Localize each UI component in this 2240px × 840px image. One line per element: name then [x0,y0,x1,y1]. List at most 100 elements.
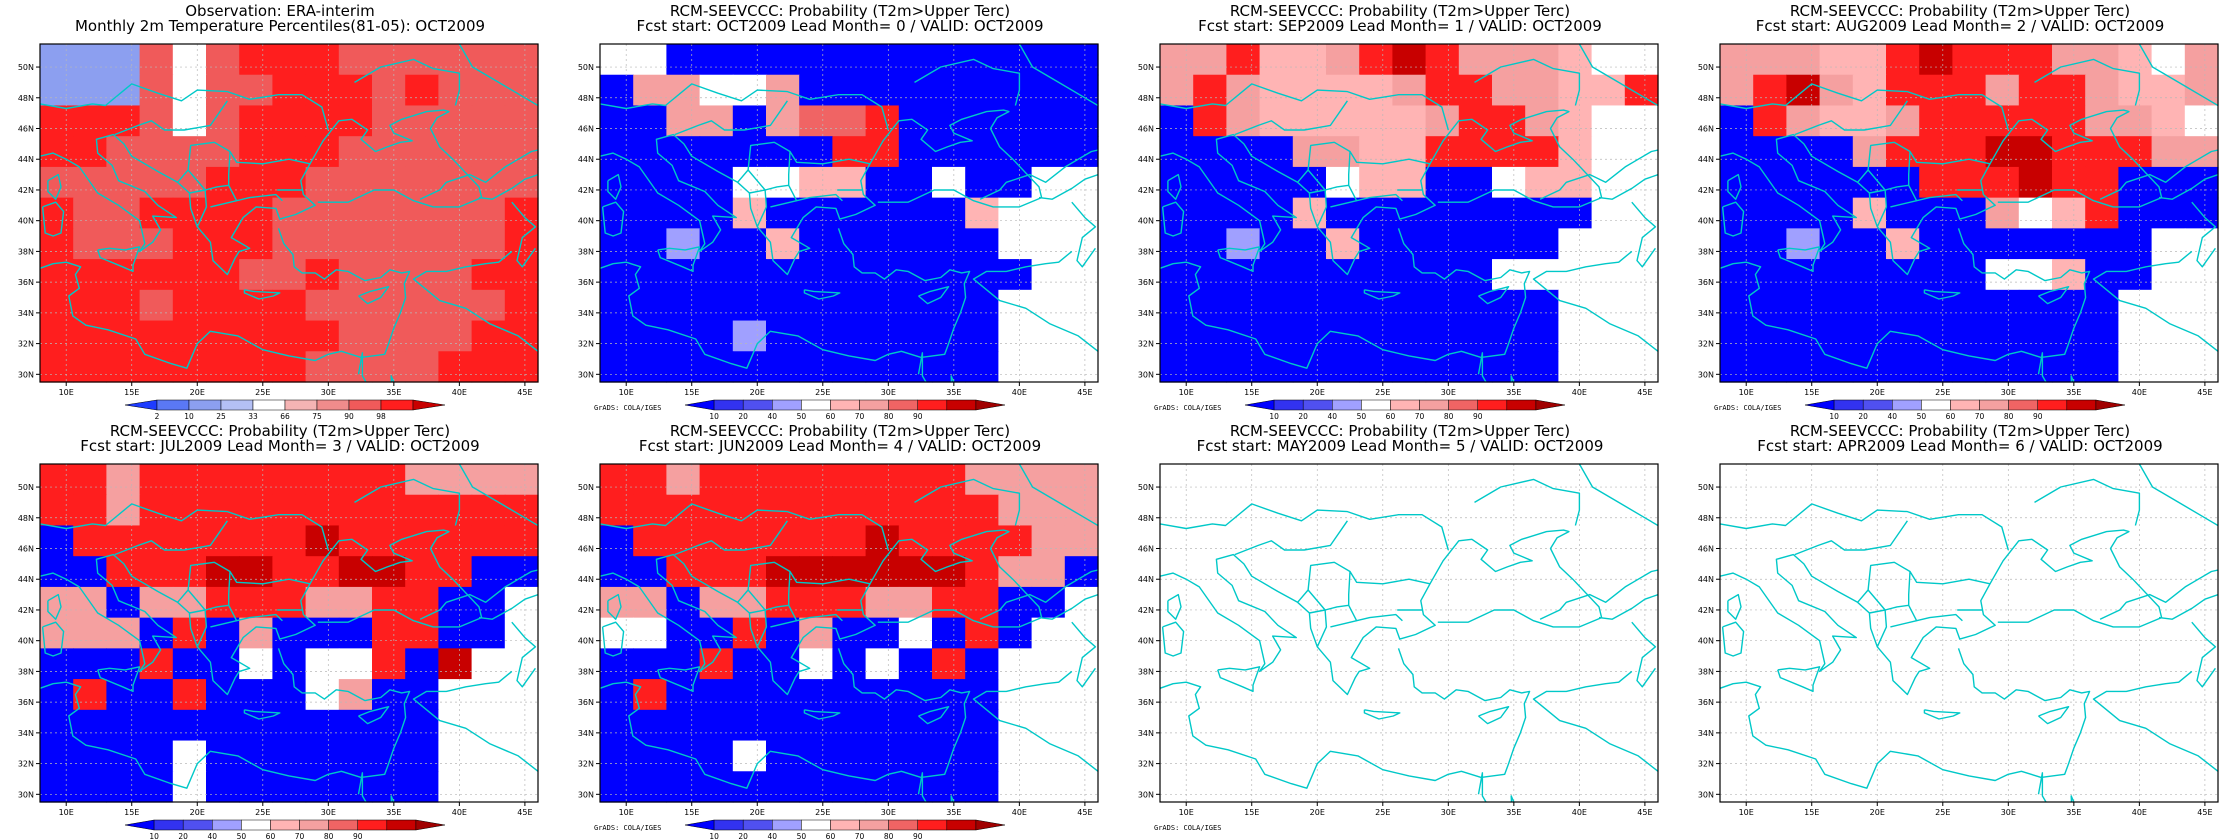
y-tick-label: 48N [1698,94,1714,103]
colorbar-label: 70 [855,832,865,840]
grid-cell [372,771,406,803]
grid-cell [832,556,867,588]
coastline [749,604,789,614]
grid-cell [998,320,1033,352]
y-tick-label: 50N [1698,483,1714,492]
grid-cell [732,771,767,803]
grid-cell [1919,105,1953,137]
grid-cell [471,44,506,76]
x-tick-label: 20E [750,388,765,397]
grid-cell [1753,351,1787,383]
grid-cell [2184,259,2219,291]
coastline [210,620,237,628]
grid-cell [2151,105,2186,137]
x-tick-label: 40E [1572,808,1587,817]
grid-cell [965,74,999,107]
grid-cell [2052,259,2086,291]
x-tick-label: 25E [1375,808,1390,817]
grid-cell [1819,289,1854,322]
y-tick-label: 30N [1138,790,1154,799]
grid-cell [633,197,667,229]
grid-cell [338,709,373,742]
grid-cell [699,586,734,619]
grid-cell [732,228,767,260]
grid-cell [1919,351,1953,383]
grid-cell [965,166,999,199]
y-tick-label: 34N [18,309,34,318]
map-plot: 10E 15E 20E 25E 30E 35E 40E 45E 30N 32N 34N 36N 38N 4… [1698,43,2219,420]
coastline [458,44,538,107]
colorbar-label: 20 [1858,412,1868,420]
coastline [1167,593,1182,620]
grid-cell [633,228,667,260]
grid-cell [1985,351,2020,383]
coastline [243,289,281,300]
grid-cell [766,556,800,588]
grid-cell [932,771,966,803]
grid-cell [965,351,999,383]
grid-cell [272,556,307,588]
grid-cell [1720,74,1754,107]
grid-cell [2018,136,2053,168]
grid-cell [666,105,701,137]
grid-cell [504,494,539,527]
grid-cell [206,771,240,803]
grid-cell [932,74,966,107]
grid-cell [865,166,900,199]
y-tick-label: 30N [578,370,594,379]
grid-cell [666,44,701,76]
grid-cell [2118,74,2153,107]
grid-cell [699,771,734,803]
grid-cell [699,556,734,588]
grid-cell [272,320,307,352]
grid-cell [766,464,800,496]
coastline [1160,228,1531,369]
panel-lead1: 10E 15E 20E 25E 30E 35E 40E 45E 30N 32N 34N 36N 38N 4… [1120,0,1680,420]
grid-cell [372,351,406,383]
coastline [47,173,62,200]
coastline [600,529,1043,696]
y-tick-label: 36N [1138,698,1154,707]
y-tick-label: 32N [1698,760,1714,769]
coastlines [40,464,538,802]
coastline [1578,44,1658,107]
grid-cell [471,525,506,557]
grads-credit: GrADS: COLA/IGES [1154,404,1222,412]
colorbar-label: 70 [1975,412,1985,420]
grid-cell [338,259,373,291]
grid-cell [799,494,833,527]
coastline [1720,648,2091,789]
colorbar-label: 80 [1444,412,1454,420]
grid-cell [1326,136,1360,168]
colorbar-bin [2095,399,2126,411]
grid-cell [1226,320,1261,352]
grid-cell [1160,74,1194,107]
y-tick-label: 40N [18,217,34,226]
colorbar-label: 40 [1327,412,1337,420]
y-tick-label: 40N [578,637,594,646]
graticule [40,44,538,382]
y-tick-label: 44N [578,575,594,584]
grid-cell [898,44,933,76]
grid-cell [699,105,734,137]
coastline [601,621,625,657]
grid-cell [272,648,307,680]
grid-cell [666,228,701,260]
grid-cell [504,289,539,322]
grid-cell [172,320,207,352]
coastline [2138,44,2218,107]
grid-cell [2184,228,2219,260]
grid-cell [666,617,701,649]
colorbar-bin [182,819,213,831]
grid-cell [106,105,141,137]
coastline [97,666,141,693]
grid-cell [40,105,74,137]
grid-cell [1624,74,1659,107]
grid-cell [139,740,174,772]
colorbar-label: 70 [1415,412,1425,420]
grid-cell [1226,351,1261,383]
grid-cell [766,105,800,137]
grid-cell [1919,289,1953,322]
grid-cell [1425,166,1460,199]
colorbar-bin [742,399,773,411]
